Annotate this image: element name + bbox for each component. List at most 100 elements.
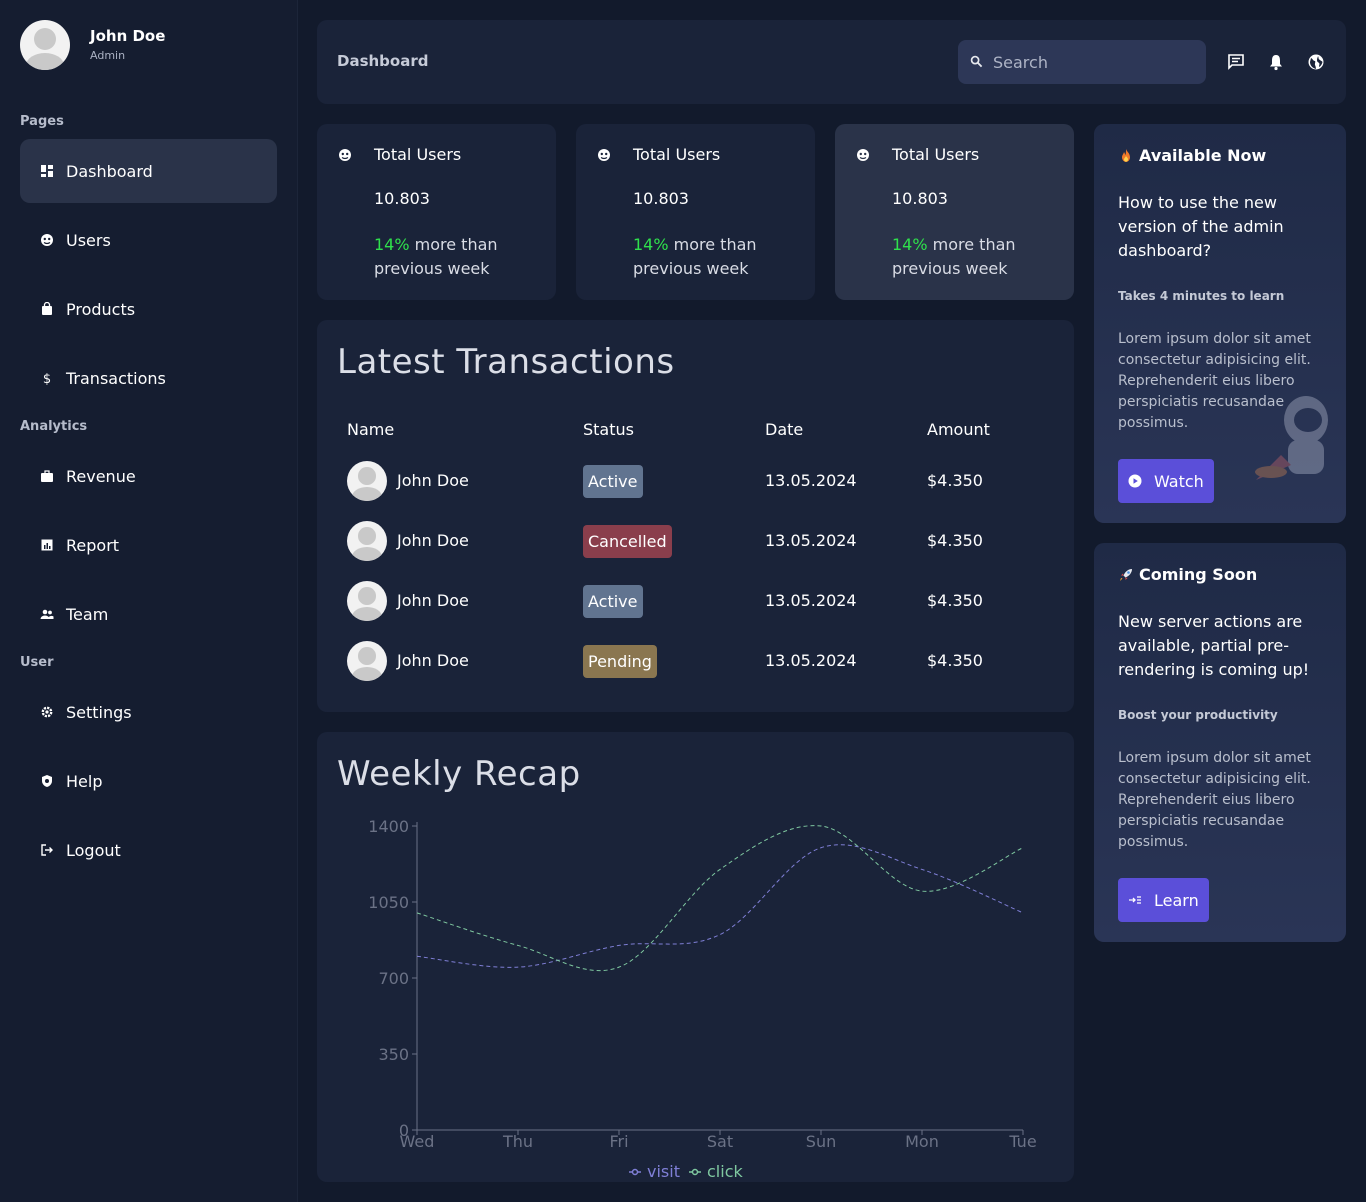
sidebar-item-logout[interactable]: Logout bbox=[20, 818, 277, 882]
learn-icon bbox=[1129, 896, 1141, 904]
status-badge: Cancelled bbox=[583, 525, 672, 558]
column-header-name: Name bbox=[347, 420, 395, 439]
report-icon bbox=[40, 538, 54, 552]
stat-card: Total Users 10.803 14% more than previou… bbox=[317, 124, 556, 300]
x-tick-label: Mon bbox=[905, 1132, 939, 1151]
row-amount: $4.350 bbox=[927, 531, 983, 550]
stat-value: 10.803 bbox=[892, 189, 948, 208]
row-name: John Doe bbox=[397, 591, 469, 610]
info-card-title: Available Now bbox=[1118, 146, 1266, 165]
row-date: 13.05.2024 bbox=[765, 591, 857, 610]
row-amount: $4.350 bbox=[927, 591, 983, 610]
avatar bbox=[347, 461, 387, 501]
sidebar-item-dashboard[interactable]: Dashboard bbox=[20, 139, 277, 203]
sidebar-item-revenue[interactable]: Revenue bbox=[20, 444, 277, 508]
sidebar-item-transactions[interactable]: $ Transactions bbox=[20, 346, 277, 410]
y-tick-label: 1050 bbox=[368, 893, 409, 912]
legend-label: visit bbox=[647, 1162, 680, 1181]
sidebar: John Doe Admin Pages Dashboard Users Pro… bbox=[0, 0, 298, 1202]
x-tick-label: Tue bbox=[1008, 1132, 1036, 1151]
sidebar-item-team[interactable]: Team bbox=[20, 582, 277, 646]
section-title-analytics: Analytics bbox=[20, 419, 88, 434]
chat-icon[interactable] bbox=[1226, 52, 1246, 72]
globe-icon[interactable] bbox=[1306, 52, 1326, 72]
legend-label: click bbox=[707, 1162, 743, 1181]
astronaut-illustration bbox=[1255, 396, 1328, 480]
column-header-status: Status bbox=[583, 420, 634, 439]
sidebar-item-label: Team bbox=[66, 604, 109, 624]
stat-title: Total Users bbox=[892, 145, 980, 164]
team-icon bbox=[40, 607, 54, 621]
avatar bbox=[20, 20, 70, 70]
available-now-card: Available Now How to use the new version… bbox=[1094, 124, 1346, 523]
row-amount: $4.350 bbox=[927, 471, 983, 490]
rocket-icon bbox=[1118, 567, 1134, 583]
sidebar-item-label: Transactions bbox=[66, 368, 166, 388]
stat-card: Total Users 10.803 14% more than previou… bbox=[576, 124, 815, 300]
bell-icon[interactable] bbox=[1266, 52, 1286, 72]
users-icon bbox=[598, 149, 610, 161]
avatar bbox=[347, 581, 387, 621]
search-icon bbox=[970, 53, 983, 72]
products-icon bbox=[40, 302, 54, 316]
x-tick-label: Sat bbox=[707, 1132, 733, 1151]
table-row: John Doe Active 13.05.2024 $4.350 bbox=[347, 581, 1047, 621]
stat-percent: 14% bbox=[374, 235, 410, 254]
sidebar-item-help[interactable]: Help bbox=[20, 749, 277, 813]
search-input[interactable] bbox=[993, 52, 1193, 72]
users-icon bbox=[857, 149, 869, 161]
info-card-heading: How to use the new version of the admin … bbox=[1118, 193, 1284, 260]
legend-marker-dot bbox=[691, 1168, 699, 1176]
shield-icon bbox=[40, 774, 54, 788]
stat-percent: 14% bbox=[633, 235, 669, 254]
briefcase-icon bbox=[40, 469, 54, 483]
sidebar-item-label: Dashboard bbox=[66, 161, 153, 181]
legend-marker-dot bbox=[631, 1168, 639, 1176]
sidebar-item-label: Settings bbox=[66, 702, 132, 722]
search-box[interactable] bbox=[958, 40, 1206, 84]
status-badge: Active bbox=[583, 465, 643, 498]
sidebar-item-label: Report bbox=[66, 535, 120, 555]
row-name: John Doe bbox=[397, 651, 469, 670]
y-tick-label: 0 bbox=[399, 1121, 409, 1140]
users-icon bbox=[40, 233, 54, 247]
weekly-recap-chart: 0 350 700 1050 1400 Wed Thu Fri Sat Sun Mon Tue visi… bbox=[368, 817, 1036, 1181]
user-profile: John Doe Admin bbox=[20, 20, 165, 70]
sidebar-item-label: Revenue bbox=[66, 466, 136, 486]
fire-icon bbox=[1118, 148, 1134, 164]
stat-note-text: more than previous week bbox=[892, 235, 1016, 278]
sidebar-item-products[interactable]: Products bbox=[20, 277, 277, 341]
logout-icon bbox=[40, 843, 54, 857]
info-card-subtitle: Boost your productivity bbox=[1118, 708, 1278, 722]
learn-button[interactable]: Learn bbox=[1118, 878, 1209, 922]
column-header-amount: Amount bbox=[927, 420, 990, 439]
user-role: Admin bbox=[90, 49, 126, 62]
sidebar-item-settings[interactable]: Settings bbox=[20, 680, 277, 744]
transactions-title: Latest Transactions bbox=[337, 342, 675, 382]
sidebar-item-label: Logout bbox=[66, 840, 121, 860]
info-card-subtitle: Takes 4 minutes to learn bbox=[1118, 289, 1285, 303]
table-row: John Doe Cancelled 13.05.2024 $4.350 bbox=[347, 521, 1047, 561]
transactions-card: Latest Transactions Name Status Date Amo… bbox=[317, 320, 1074, 712]
status-badge: Pending bbox=[583, 645, 657, 678]
series-line-visit bbox=[416, 844, 1024, 968]
top-header: Dashboard bbox=[317, 20, 1346, 104]
column-header-date: Date bbox=[765, 420, 804, 439]
play-icon bbox=[1128, 474, 1142, 488]
svg-text:$: $ bbox=[43, 372, 51, 385]
stat-percent: 14% bbox=[892, 235, 928, 254]
watch-button[interactable]: Watch bbox=[1118, 459, 1214, 503]
stat-note-text: more than previous week bbox=[374, 235, 498, 278]
x-tick-label: Sun bbox=[806, 1132, 836, 1151]
sidebar-item-report[interactable]: Report bbox=[20, 513, 277, 577]
avatar bbox=[347, 521, 387, 561]
row-date: 13.05.2024 bbox=[765, 651, 857, 670]
page-title: Dashboard bbox=[337, 52, 429, 70]
info-card-heading: New server actions are available, partia… bbox=[1118, 612, 1310, 679]
row-date: 13.05.2024 bbox=[765, 471, 857, 490]
sidebar-item-users[interactable]: Users bbox=[20, 208, 277, 272]
sidebar-item-label: Users bbox=[66, 230, 111, 250]
table-row: John Doe Active 13.05.2024 $4.350 bbox=[347, 461, 1047, 501]
y-tick-label: 700 bbox=[378, 969, 409, 988]
gear-icon bbox=[40, 705, 54, 719]
